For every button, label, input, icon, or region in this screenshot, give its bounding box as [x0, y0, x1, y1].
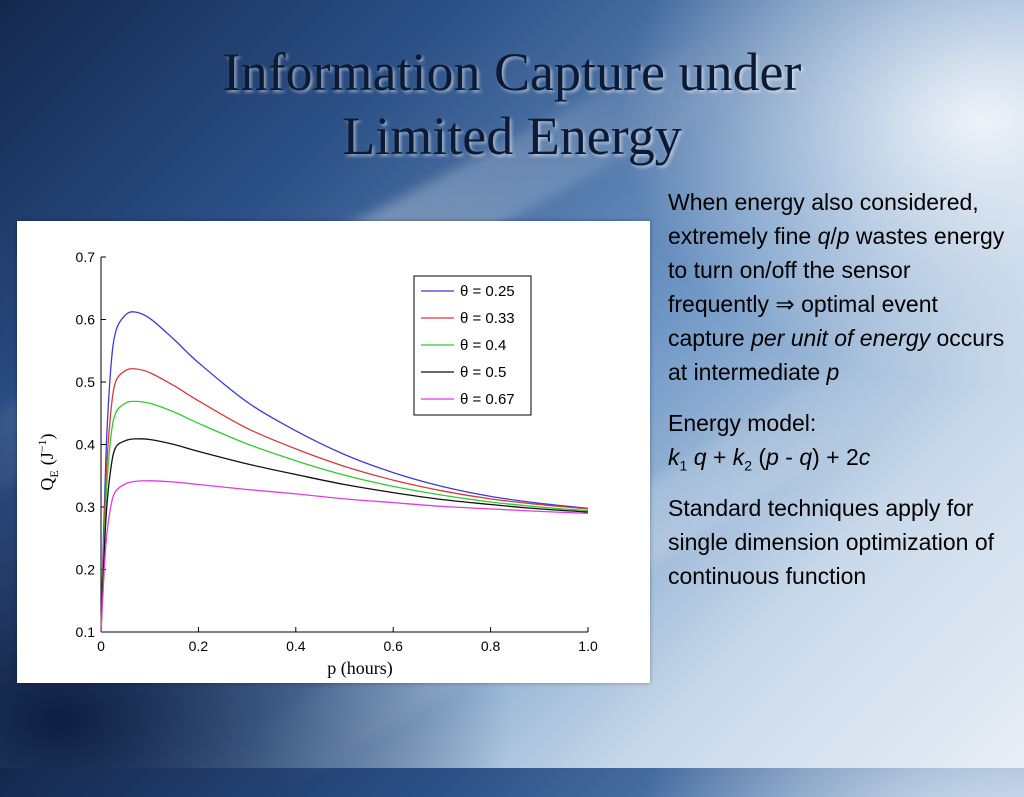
y-tick-label: 0.4: [76, 437, 96, 453]
y-label-sup: −1: [35, 439, 49, 452]
chart-legend: θ = 0.25 θ = 0.33 θ = 0.4 θ = 0.5 θ = 0.67: [413, 275, 532, 416]
var-p: p: [766, 444, 779, 470]
plot-axes: 0.1 0.2 0.3 0.4 0.5 0.6 0.7 0 0.2 0.4 0.6 0.8 1.0: [76, 249, 598, 654]
x-tick-label: 0.6: [383, 638, 403, 654]
x-tick-label: 0.2: [189, 638, 209, 654]
text-run: wastes energy to turn on/off the sensor …: [668, 223, 1005, 317]
text-run: occurs at intermediate: [668, 325, 1005, 385]
var-q: q: [799, 444, 813, 470]
var-p: p: [836, 223, 850, 249]
text-run: (: [752, 444, 767, 470]
var-p: p: [826, 359, 840, 385]
series-line: [100, 400, 589, 633]
paragraph-energy-model: Energy model: k1 q + k2 (p - q) + 2c: [668, 406, 1013, 474]
x-tick-label: 0.8: [481, 638, 501, 654]
series-line: [100, 311, 589, 633]
x-tick-label: 0.4: [286, 638, 306, 654]
y-tick-label: 0.3: [76, 499, 96, 515]
text-run: +: [706, 444, 733, 470]
var-c: c: [858, 444, 871, 470]
y-tick-label: 0.1: [76, 624, 96, 640]
var-q: q: [693, 444, 707, 470]
text-run: -: [778, 444, 800, 470]
y-axis-label: QE (J−1): [35, 433, 61, 490]
text-run: ) + 2: [812, 444, 859, 470]
x-tick-label: 1.0: [578, 638, 598, 654]
legend-label: θ = 0.5: [460, 364, 506, 381]
slide-title: Information Capture under Limited Energy: [0, 40, 1024, 168]
legend-label: θ = 0.4: [460, 337, 506, 354]
y-label-end: ): [37, 433, 58, 439]
var-k: k: [668, 444, 680, 470]
var-k: k: [732, 444, 745, 470]
subscript: 2: [744, 457, 752, 474]
implies-symbol: ⇒: [775, 291, 795, 317]
text-run: /: [830, 223, 837, 249]
title-line-2: Limited Energy: [342, 106, 682, 166]
paragraph-energy-tradeoff: When energy also considered, extremely f…: [668, 185, 1013, 389]
text-run: optimal event capture: [668, 291, 938, 351]
side-text: When energy also considered, extremely f…: [668, 185, 1013, 610]
energy-model-heading: Energy model:: [668, 410, 817, 436]
series-line: [100, 480, 589, 633]
y-label-main: Q: [37, 478, 57, 491]
legend-label: θ = 0.33: [460, 310, 515, 327]
y-tick-label: 0.5: [76, 374, 96, 390]
text-run: When energy also considered, extremely f…: [668, 189, 979, 249]
paragraph-optimization: Standard techniques apply for single dim…: [668, 495, 995, 589]
y-tick-label: 0.7: [76, 249, 96, 265]
series-lines: [100, 311, 589, 633]
y-label-unit: (J: [37, 452, 58, 465]
x-tick-label: 0: [97, 638, 105, 654]
y-tick-label: 0.2: [76, 562, 96, 578]
legend-label: θ = 0.25: [460, 283, 515, 300]
y-tick-label: 0.6: [76, 312, 96, 328]
series-line: [100, 438, 589, 633]
y-label-sub: E: [47, 470, 61, 477]
title-line-1: Information Capture under: [222, 42, 802, 102]
chart-panel: 0.1 0.2 0.3 0.4 0.5 0.6 0.7 0 0.2 0.4 0.6 0.8 1.0 θ …: [17, 221, 650, 683]
q-vs-p-chart: 0.1 0.2 0.3 0.4 0.5 0.6 0.7 0 0.2 0.4 0.6 0.8 1.0 θ …: [35, 249, 598, 679]
legend-label: θ = 0.67: [460, 391, 515, 408]
x-axis-label: p (hours): [327, 658, 393, 679]
subscript: 1: [679, 457, 688, 474]
var-q: q: [817, 223, 831, 249]
series-line: [100, 368, 589, 633]
emphasis: per unit of energy: [751, 325, 931, 351]
